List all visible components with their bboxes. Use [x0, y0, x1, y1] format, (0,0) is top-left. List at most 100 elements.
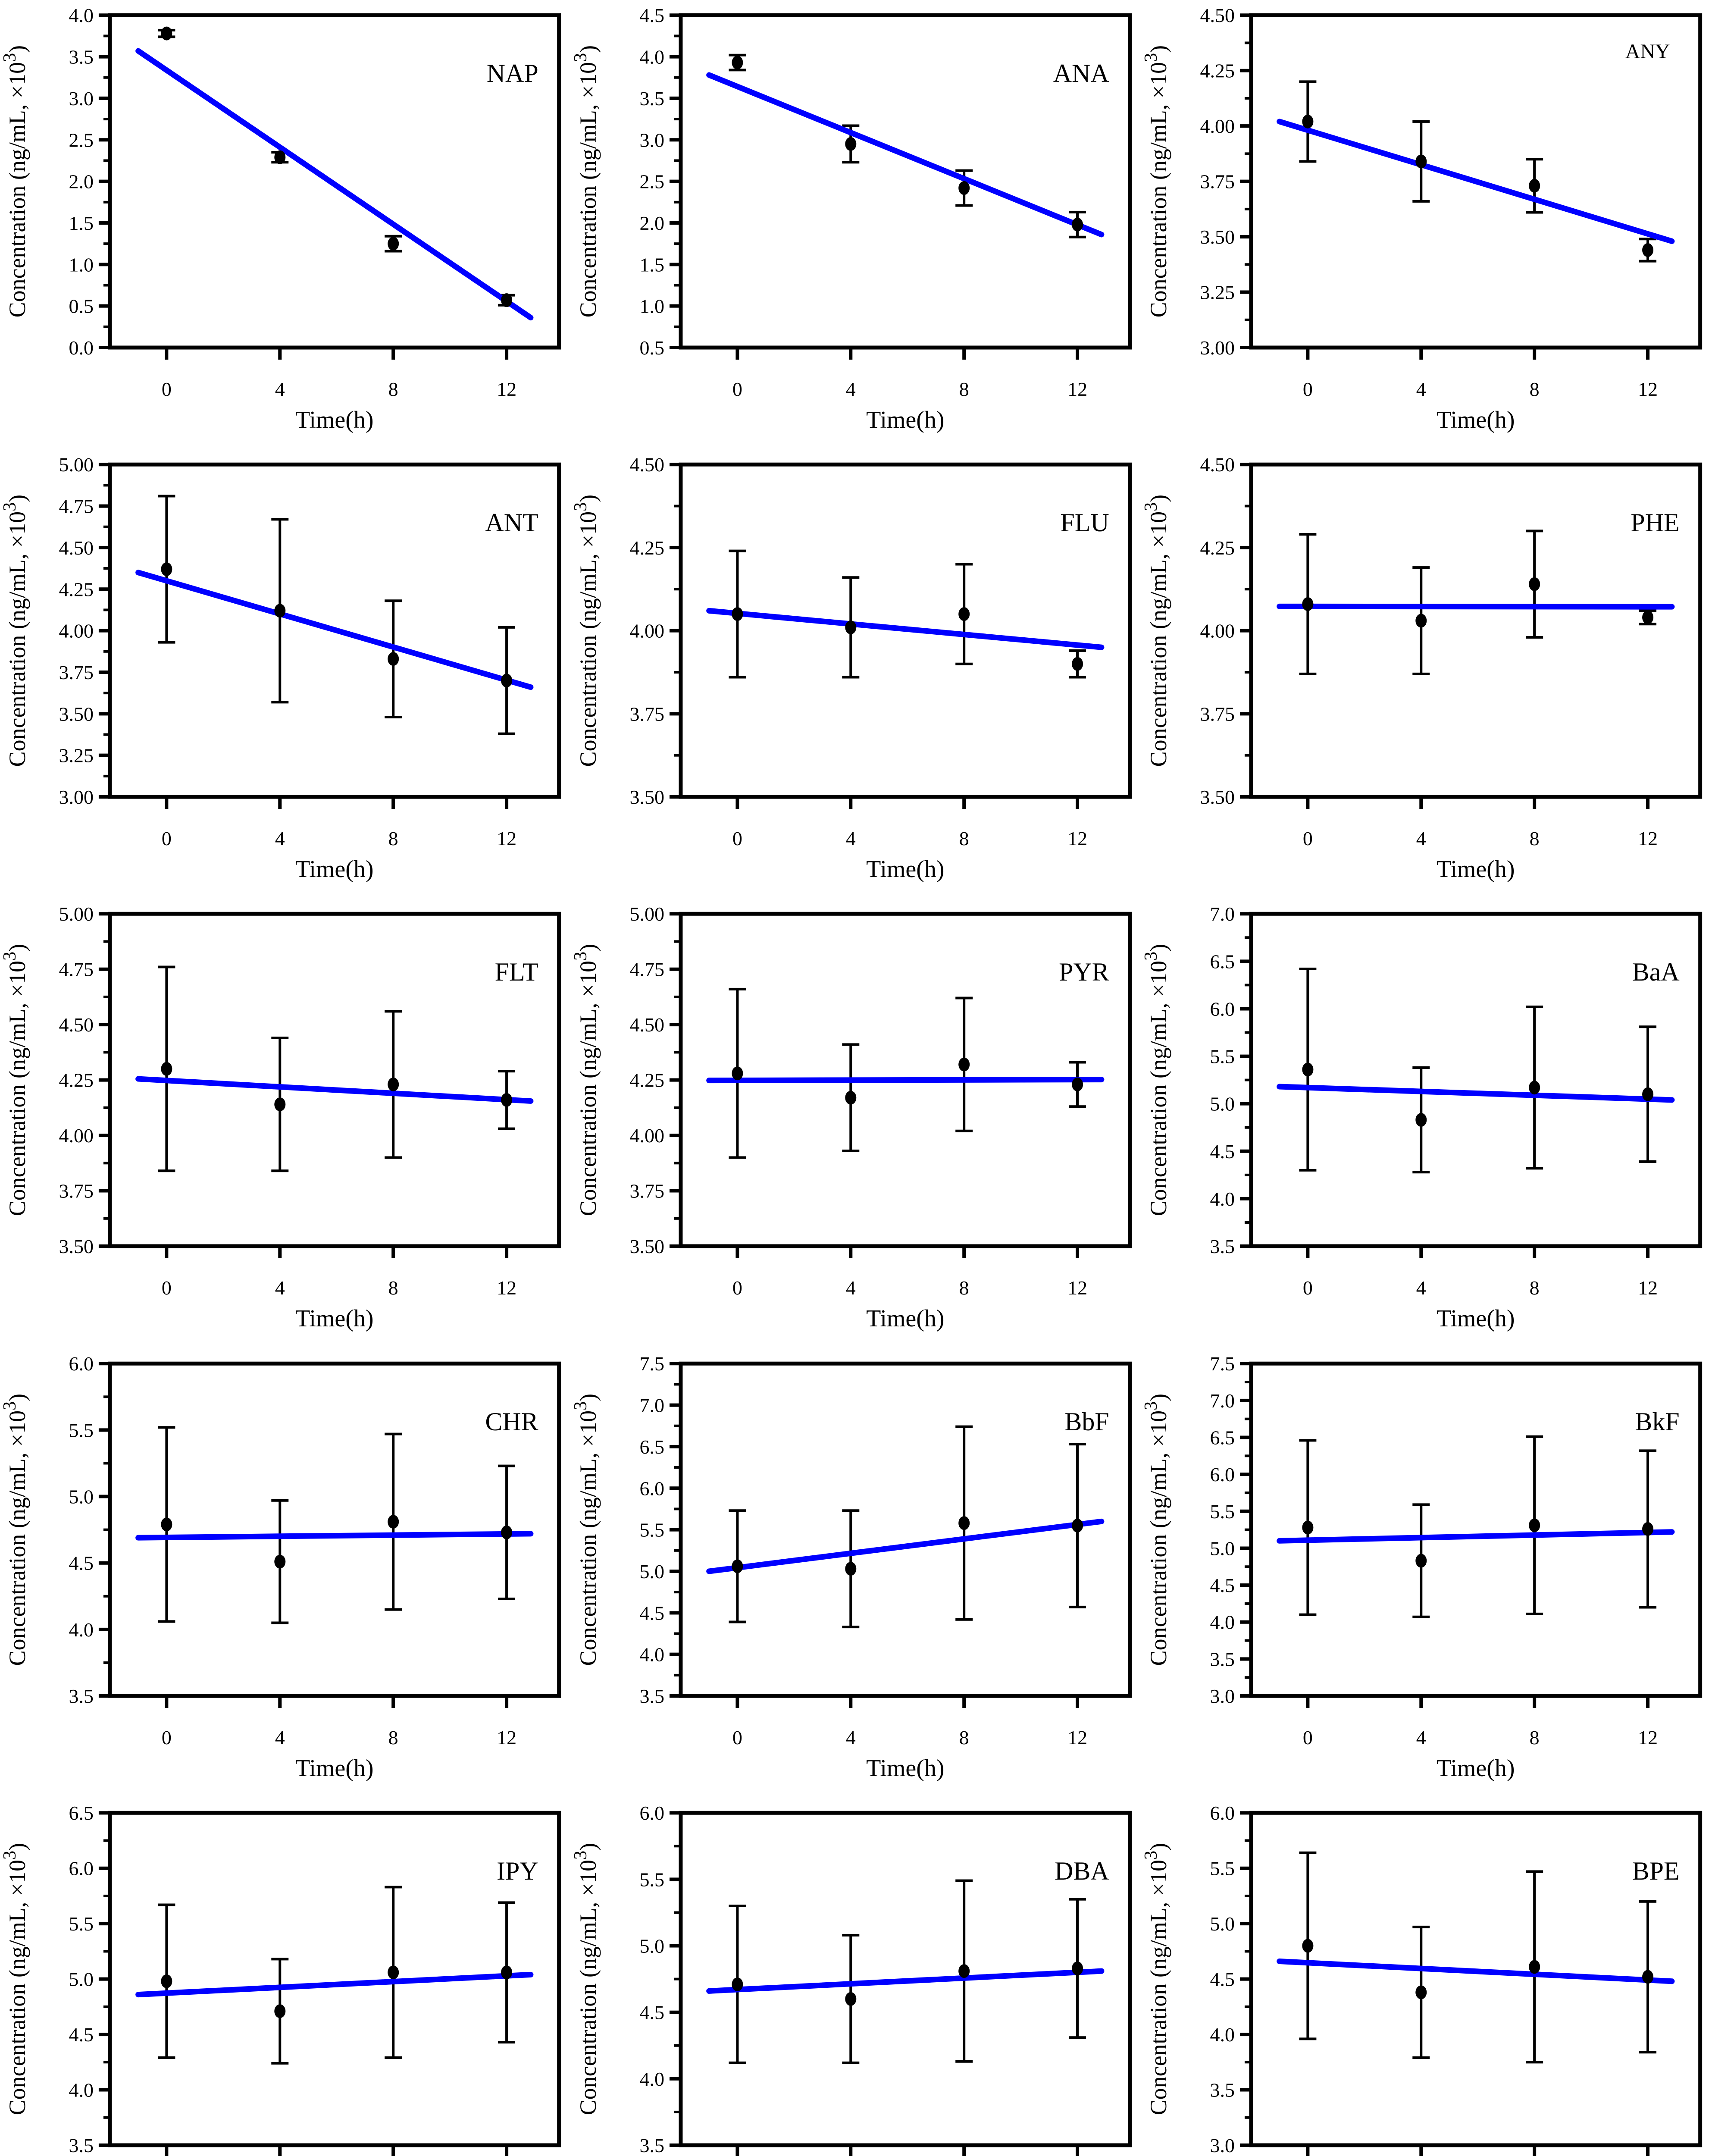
- data-point: [1529, 1518, 1540, 1532]
- fit-line: [706, 608, 1105, 650]
- y-axis-tick-label: 3.5: [1210, 2079, 1235, 2101]
- fit-line: [1277, 1958, 1675, 1984]
- data-point: [1642, 1970, 1654, 1984]
- y-axis-tick-label: 1.5: [69, 212, 93, 234]
- data-point: [161, 562, 172, 577]
- y-axis-label: Concentration (ng/mL, ×103): [571, 495, 601, 767]
- chart-canvas-CHR: 3.5 4.0 4.5 5.0 5.5 6.0 0 4 8 12 CHR Time(h) Concent…: [0, 1353, 561, 1782]
- data-point: [161, 1974, 172, 1988]
- y-axis-tick-label: 6.0: [639, 1802, 664, 1824]
- x-axis-tick-label: 8: [959, 1277, 969, 1299]
- x-axis-tick-label: 8: [388, 378, 398, 400]
- x-axis-tick-label: 4: [845, 1727, 855, 1749]
- x-axis-tick-label: 8: [388, 827, 398, 849]
- chart-canvas-BkF: 3.0 3.5 4.0 4.5 5.0 5.5 6.0 6.5 7.0 7.5 0 4 8 12 BkF Ti…: [1141, 1353, 1703, 1782]
- y-axis-tick-label: 4.00: [1200, 115, 1235, 137]
- y-axis-tick-label: 4.5: [1210, 1968, 1235, 1990]
- data-point: [388, 1965, 399, 1979]
- data-point: [1071, 1078, 1083, 1092]
- fit-line: [135, 570, 534, 690]
- x-axis-tick-label: 0: [162, 827, 172, 849]
- x-axis-tick-label: 0: [162, 1727, 172, 1749]
- y-axis-tick-label: 7.0: [1210, 1389, 1235, 1411]
- x-axis-label: Time(h): [866, 1305, 944, 1332]
- y-axis-tick-label: 6.0: [1210, 1802, 1235, 1824]
- x-axis-tick-label: 4: [275, 827, 285, 849]
- data-point: [274, 150, 286, 164]
- y-axis-tick-label: 6.5: [1210, 951, 1235, 973]
- x-axis-tick-label: 12: [1638, 378, 1658, 400]
- y-axis-tick-label: 4.0: [1210, 2024, 1235, 2046]
- fit-line: [1277, 119, 1675, 244]
- y-axis-tick-label: 3.50: [59, 1235, 93, 1257]
- x-axis-tick-label: 4: [845, 378, 855, 400]
- x-axis-tick-label: 8: [959, 827, 969, 849]
- plot-frame: [1249, 1361, 1703, 1698]
- x-axis-label: Time(h): [1437, 1305, 1515, 1332]
- y-axis-tick-label: 6.0: [1210, 1463, 1235, 1485]
- plot-frame: [1249, 13, 1703, 350]
- y-axis-tick-label: 1.0: [69, 254, 93, 276]
- chart-canvas-FLU: 3.50 3.75 4.00 4.25 4.50 0 4 8 12 FLU Time(h) Conce…: [571, 454, 1132, 883]
- chart-label: CHR: [485, 1407, 538, 1436]
- y-axis-tick-label: 4.25: [59, 578, 93, 600]
- y-axis-tick-label: 3.00: [1200, 337, 1235, 359]
- chart-label: NAP: [487, 59, 538, 88]
- y-axis-tick-label: 6.0: [1210, 998, 1235, 1020]
- y-axis-tick-label: 3.5: [1210, 1235, 1235, 1257]
- data-point: [274, 1097, 286, 1112]
- y-axis-tick-label: 3.5: [639, 88, 664, 110]
- y-axis-label: Concentration (ng/mL, ×103): [1141, 45, 1171, 317]
- y-axis-tick-label: 5.5: [69, 1913, 93, 1935]
- plot-frame: [679, 912, 1132, 1248]
- x-axis-label: Time(h): [295, 1305, 373, 1332]
- y-axis-tick-label: 3.0: [1210, 2134, 1235, 2156]
- data-point: [274, 1554, 286, 1569]
- y-axis-tick-label: 3.75: [59, 661, 93, 683]
- data-point: [1415, 1113, 1427, 1127]
- data-point: [1302, 114, 1314, 128]
- x-axis-label: Time(h): [1437, 1755, 1515, 1782]
- x-axis-tick-label: 0: [1303, 827, 1313, 849]
- y-axis-tick-label: 3.50: [629, 786, 664, 808]
- subplot-ANT: 3.00 3.25 3.50 3.75 4.00 4.25 4.50 4.75 5.00 0 4 8 1…: [0, 449, 571, 899]
- y-axis-tick-label: 4.5: [69, 2024, 93, 2046]
- data-point: [1415, 614, 1427, 628]
- subplot-ANY: 3.00 3.25 3.50 3.75 4.00 4.25 4.50 0 4 8 12 ANY Time…: [1141, 0, 1712, 449]
- data-point: [161, 26, 172, 41]
- chart-label: FLU: [1060, 508, 1109, 537]
- x-axis-label: Time(h): [295, 1755, 373, 1782]
- chart-canvas-NAP: 0.0 0.5 1.0 1.5 2.0 2.5 3.0 3.5 4.0 0 4 8 12 NAP Time(…: [0, 4, 561, 433]
- x-axis-label: Time(h): [1437, 856, 1515, 883]
- subplot-ANA: 0.5 1.0 1.5 2.0 2.5 3.0 3.5 4.0 4.5 0 4 8 12 ANA Time(…: [571, 0, 1142, 449]
- y-axis-tick-label: 4.50: [1200, 454, 1235, 476]
- y-axis-tick-label: 3.25: [59, 745, 93, 767]
- y-axis-tick-label: 5.5: [69, 1419, 93, 1441]
- y-axis-tick-label: 5.0: [69, 1968, 93, 1990]
- y-axis-tick-label: 4.25: [59, 1069, 93, 1091]
- data-point: [274, 2004, 286, 2018]
- y-axis-label: Concentration (ng/mL, ×103): [571, 1843, 601, 2115]
- data-point: [501, 1525, 513, 1539]
- data-point: [1302, 597, 1314, 611]
- y-axis-label: Concentration (ng/mL, ×103): [571, 1393, 601, 1665]
- data-point: [845, 1992, 856, 2006]
- chart-label: ANY: [1625, 40, 1670, 63]
- chart-label: DBA: [1055, 1857, 1109, 1885]
- chart-label: BaA: [1632, 958, 1680, 987]
- data-point: [958, 1058, 970, 1072]
- data-point: [388, 652, 399, 666]
- plot-frame: [1249, 1811, 1703, 2147]
- data-point: [958, 607, 970, 621]
- y-axis-tick-label: 7.5: [639, 1353, 664, 1375]
- data-point: [732, 1559, 743, 1573]
- plot-frame: [108, 13, 561, 350]
- y-axis-tick-label: 4.5: [1210, 1574, 1235, 1596]
- data-point: [1302, 1062, 1314, 1077]
- y-axis-label: Concentration (ng/mL, ×103): [0, 1393, 30, 1665]
- subplot-FLU: 3.50 3.75 4.00 4.25 4.50 0 4 8 12 FLU Time(h) Conce…: [571, 449, 1142, 899]
- y-axis-tick-label: 3.25: [1200, 282, 1235, 304]
- subplot-CHR: 3.5 4.0 4.5 5.0 5.5 6.0 0 4 8 12 CHR Time(h) Concent…: [0, 1348, 571, 1798]
- y-axis-tick-label: 3.75: [59, 1180, 93, 1202]
- y-axis-label: Concentration (ng/mL, ×103): [1141, 1393, 1171, 1665]
